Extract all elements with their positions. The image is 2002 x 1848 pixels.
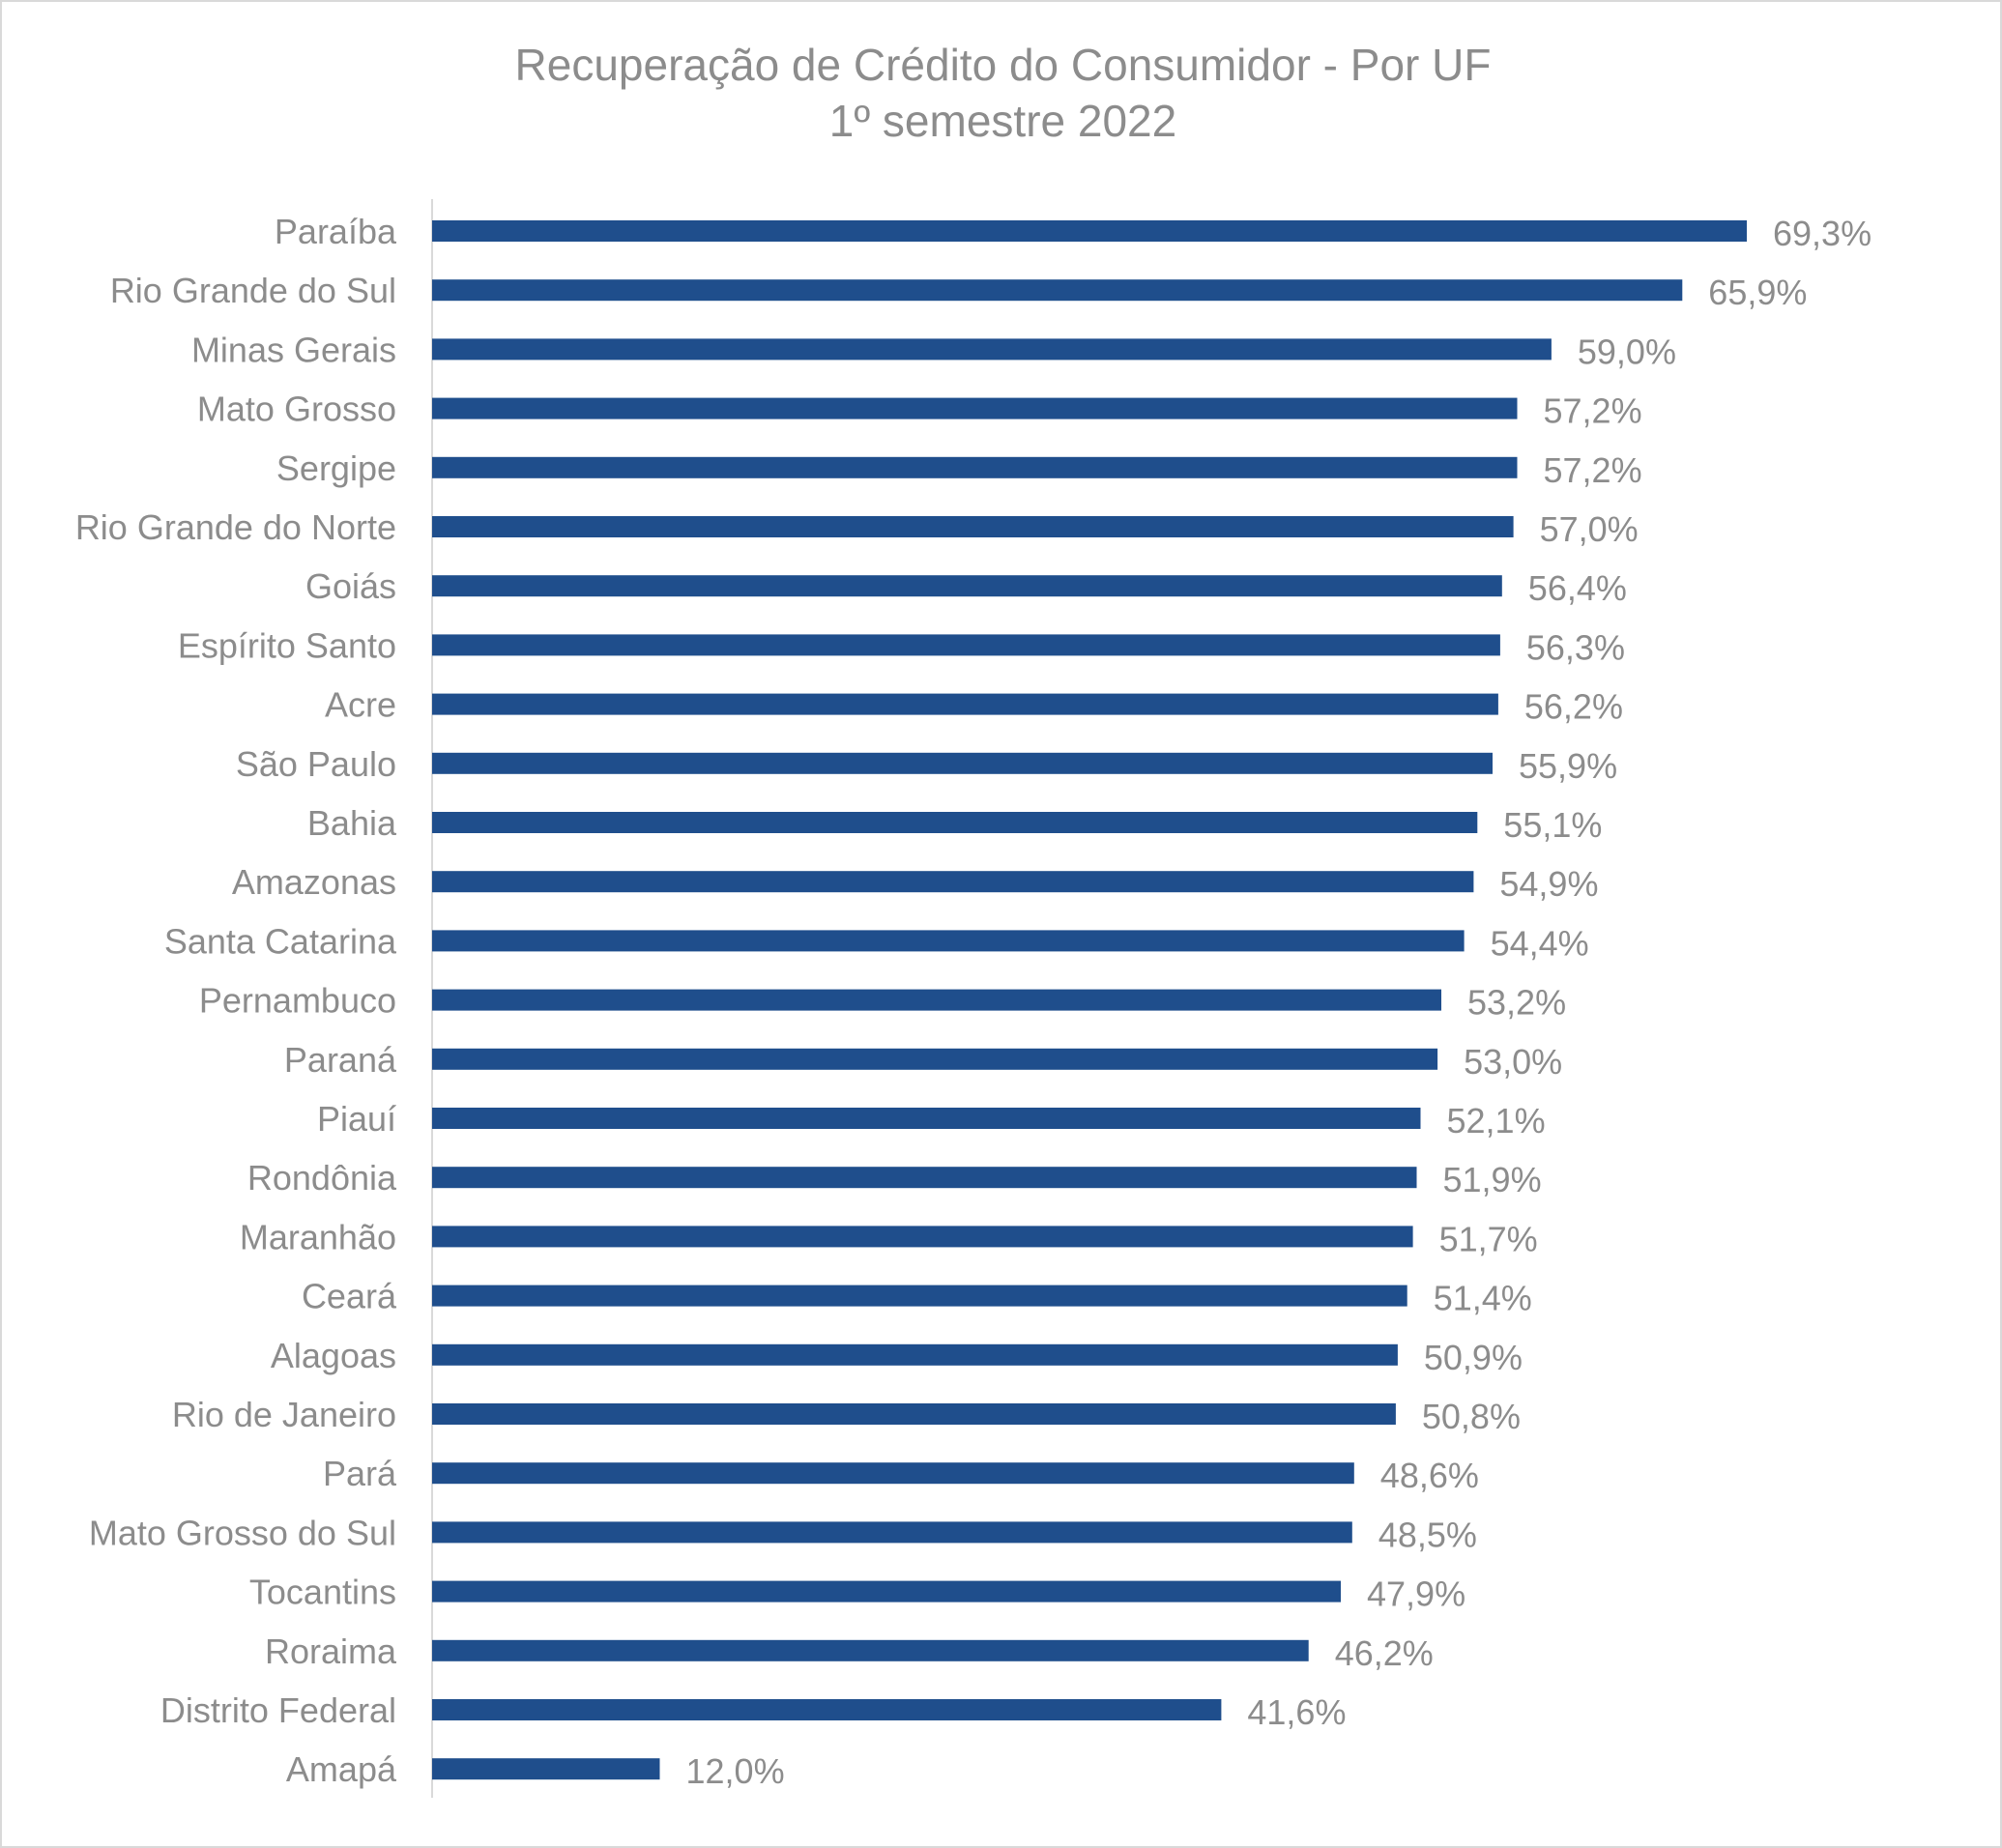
bar: [432, 516, 1514, 537]
data-label: 65,9%: [1708, 273, 1807, 312]
data-label: 57,2%: [1544, 391, 1642, 431]
category-label: Ceará: [302, 1277, 397, 1316]
category-labels-group: Paraíba Rio Grande do Sul Minas Gerais Mato…: [75, 212, 397, 1789]
data-label: 69,3%: [1773, 214, 1871, 253]
bar: [432, 1167, 1417, 1189]
data-label: 59,0%: [1578, 332, 1676, 371]
data-label: 53,2%: [1467, 983, 1566, 1023]
data-label: 41,6%: [1247, 1692, 1346, 1732]
bar: [432, 812, 1478, 833]
data-label: 57,2%: [1544, 450, 1642, 490]
category-label: Paraíba: [275, 212, 397, 251]
bar: [432, 634, 1500, 656]
category-label: Amazonas: [232, 862, 396, 902]
bar: [432, 1462, 1354, 1485]
bar: [432, 871, 1474, 893]
data-label: 48,6%: [1380, 1456, 1479, 1495]
data-label: 57,0%: [1540, 509, 1639, 549]
bar: [432, 1580, 1341, 1603]
data-label: 47,9%: [1367, 1574, 1465, 1614]
data-label: 53,0%: [1464, 1042, 1562, 1082]
category-label: Pernambuco: [199, 981, 396, 1021]
category-label: Espírito Santo: [178, 625, 396, 665]
bar: [432, 1226, 1413, 1248]
category-label: Minas Gerais: [191, 330, 396, 369]
data-label: 50,8%: [1422, 1397, 1521, 1436]
category-label: São Paulo: [236, 744, 396, 784]
category-label: Maranhão: [240, 1217, 396, 1256]
category-label: Pará: [323, 1454, 397, 1493]
bar: [432, 575, 1502, 597]
category-label: Acre: [325, 685, 396, 725]
bar: [432, 220, 1747, 242]
category-label: Mato Grosso: [197, 390, 396, 429]
data-label: 56,4%: [1528, 568, 1627, 608]
category-label: Bahia: [307, 803, 397, 843]
category-label: Santa Catarina: [164, 921, 397, 961]
data-label: 50,9%: [1424, 1338, 1523, 1377]
bar: [432, 1343, 1398, 1366]
data-label: 54,9%: [1499, 864, 1598, 904]
data-label: 56,2%: [1524, 687, 1623, 727]
bar: [432, 279, 1683, 302]
bar: [432, 1285, 1407, 1307]
bar: [432, 1758, 660, 1780]
chart-subtitle: 1º semestre 2022: [828, 96, 1177, 146]
category-label: Mato Grosso do Sul: [89, 1513, 396, 1552]
data-label: 56,3%: [1526, 627, 1625, 667]
bar: [432, 1699, 1222, 1720]
bar: [432, 456, 1518, 478]
bar: [432, 1639, 1309, 1661]
bar: [432, 397, 1518, 419]
category-label: Tocantins: [249, 1573, 396, 1612]
bar: [432, 693, 1498, 715]
category-label: Piauí: [317, 1099, 396, 1139]
chart-title: Recuperação de Crédito do Consumidor - P…: [514, 40, 1492, 90]
data-label: 55,1%: [1503, 805, 1602, 845]
data-label: 46,2%: [1335, 1633, 1434, 1673]
data-label: 52,1%: [1447, 1101, 1546, 1141]
category-label: Amapá: [286, 1749, 397, 1789]
bar: [432, 989, 1441, 1011]
category-label: Sergipe: [276, 448, 396, 488]
category-label: Distrito Federal: [160, 1690, 396, 1730]
data-label: 51,9%: [1443, 1160, 1542, 1199]
bar: [432, 1048, 1438, 1070]
bar: [432, 1108, 1421, 1129]
data-label: 48,5%: [1378, 1515, 1477, 1554]
category-label: Alagoas: [271, 1336, 396, 1375]
bar: [432, 930, 1465, 952]
bar: [432, 1403, 1396, 1425]
category-label: Rondônia: [247, 1158, 397, 1198]
data-label: 12,0%: [686, 1751, 785, 1791]
bars-group: [432, 220, 1747, 1780]
category-label: Rio Grande do Sul: [110, 271, 396, 310]
data-label: 51,7%: [1439, 1219, 1538, 1258]
category-label: Paraná: [284, 1040, 397, 1080]
data-label: 54,4%: [1491, 923, 1589, 963]
data-labels-group: 69,3% 65,9% 59,0% 57,2% 57,2% 57,0% 56,4% 56,3%…: [686, 214, 1872, 1791]
bar: [432, 338, 1552, 361]
data-label: 51,4%: [1434, 1279, 1532, 1318]
category-label: Goiás: [305, 566, 396, 606]
category-label: Roraima: [265, 1631, 397, 1671]
bar: [432, 1521, 1352, 1544]
bar: [432, 752, 1493, 774]
data-label: 55,9%: [1519, 746, 1617, 786]
category-label: Rio de Janeiro: [172, 1395, 396, 1434]
category-label: Rio Grande do Norte: [75, 507, 396, 547]
